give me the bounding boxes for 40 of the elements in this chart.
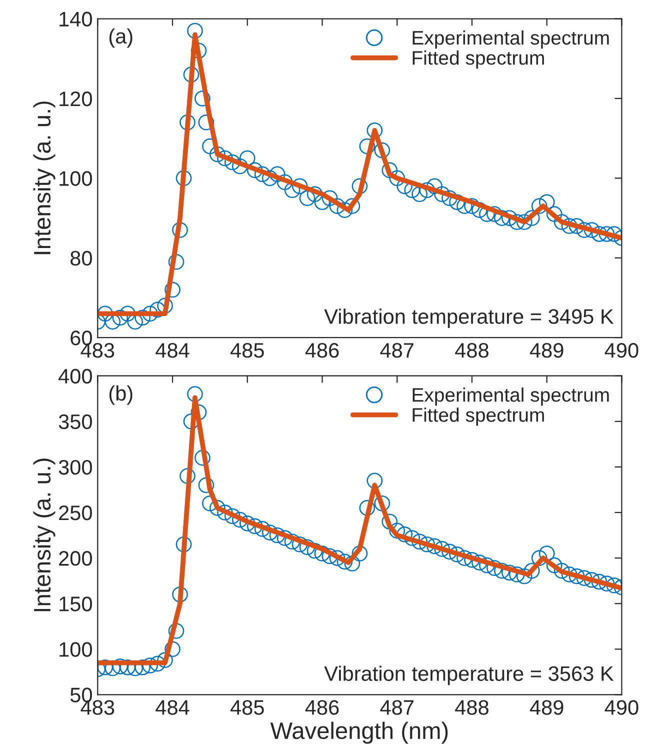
x-tick-label: 490 [604,343,638,358]
x-tick-label: 483 [80,343,114,358]
x-tick-label: 484 [156,700,190,715]
y-tick-label: 150 [60,596,92,612]
annotation: Vibration temperature = 3563 K [324,666,614,686]
y-tick-label: 140 [60,12,92,27]
annotation: Vibration temperature = 3495 K [324,308,614,328]
x-tick-label: 485 [230,343,264,358]
x-axis-title: Wavelength (nm) [270,722,448,744]
y-tick-label: 250 [59,505,92,520]
x-tick-label: 486 [305,343,339,358]
x-tick-label: 489 [530,343,564,358]
x-tick-label: 483 [80,700,114,715]
y-tick-label: 120 [60,91,92,106]
y-tick-label: 60 [70,330,92,346]
y-tick-label: 80 [70,250,92,266]
x-tick-label: 490 [604,700,638,715]
x-tick-label: 484 [156,343,190,358]
y-axis-title: Intensity (a. u.) [33,458,56,612]
y-tick-label: 300 [58,460,92,475]
y-axis-title: Intensity (a. u.) [33,102,56,254]
x-tick-label: 488 [455,700,488,715]
legend-label: Fitted spectrum [412,408,544,426]
y-tick-label: 200 [59,551,92,566]
x-tick-label: 487 [380,700,414,715]
annotation: (a) [109,28,132,48]
legend-label: Experimental spectrum [412,30,609,49]
x-tick-label: 489 [530,700,564,715]
y-tick-label: 350 [58,414,92,430]
x-tick-label: 488 [455,343,488,358]
y-tick-label: 100 [60,642,92,657]
x-tick-label: 487 [380,343,414,358]
x-tick-label: 485 [230,700,264,715]
y-tick-label: 100 [60,171,92,186]
x-tick-label: 486 [305,700,339,715]
legend-label: Fitted spectrum [412,50,544,69]
y-tick-label: 50 [70,688,92,702]
y-tick-label: 400 [58,368,92,384]
legend-label: Experimental spectrum [412,388,609,406]
annotation: (b) [109,385,132,405]
